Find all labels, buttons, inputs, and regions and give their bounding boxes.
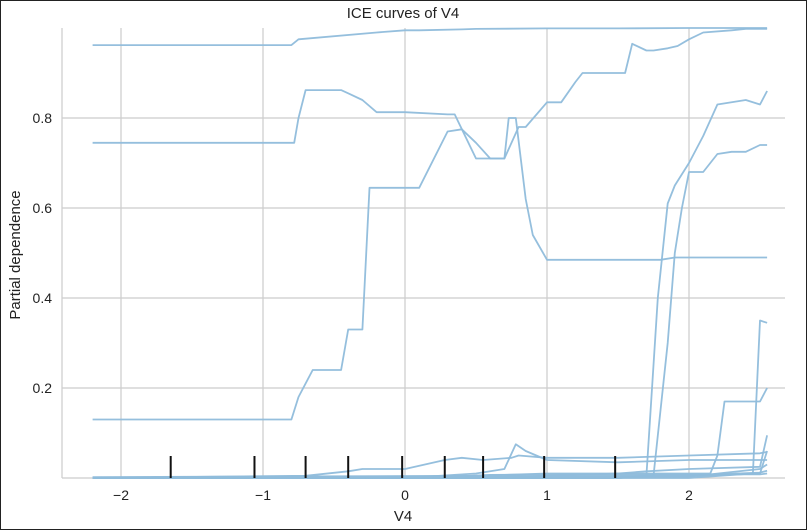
x-tick-label: 2: [685, 487, 693, 503]
ice-curve: [92, 472, 768, 479]
grid: [62, 28, 785, 478]
ice-curve: [92, 27, 768, 46]
chart-title: ICE curves of V4: [347, 5, 460, 22]
ice-curve: [92, 144, 768, 479]
y-tick-label: 0.2: [33, 380, 53, 396]
x-tick-labels: −2 −1 0 1 2: [113, 487, 693, 503]
y-tick-labels: 0.2 0.4 0.6 0.8: [33, 110, 53, 396]
ice-lines: [92, 27, 768, 479]
rug-marks: [169, 456, 617, 478]
ice-curve: [92, 319, 768, 479]
ice-curve: [92, 27, 768, 421]
axes-spines: [61, 28, 785, 479]
y-tick-label: 0.8: [33, 110, 53, 126]
y-tick-label: 0.6: [33, 200, 53, 216]
x-tick-label: −1: [255, 487, 271, 503]
ice-curve: [92, 89, 768, 261]
x-tick-label: 0: [401, 487, 409, 503]
x-tick-label: −2: [113, 487, 129, 503]
ice-curve: [92, 387, 768, 479]
x-tick-label: 1: [543, 487, 551, 503]
x-axis-title: V4: [394, 508, 412, 525]
y-tick-label: 0.4: [33, 290, 53, 306]
y-axis-title: Partial dependence: [7, 190, 24, 319]
